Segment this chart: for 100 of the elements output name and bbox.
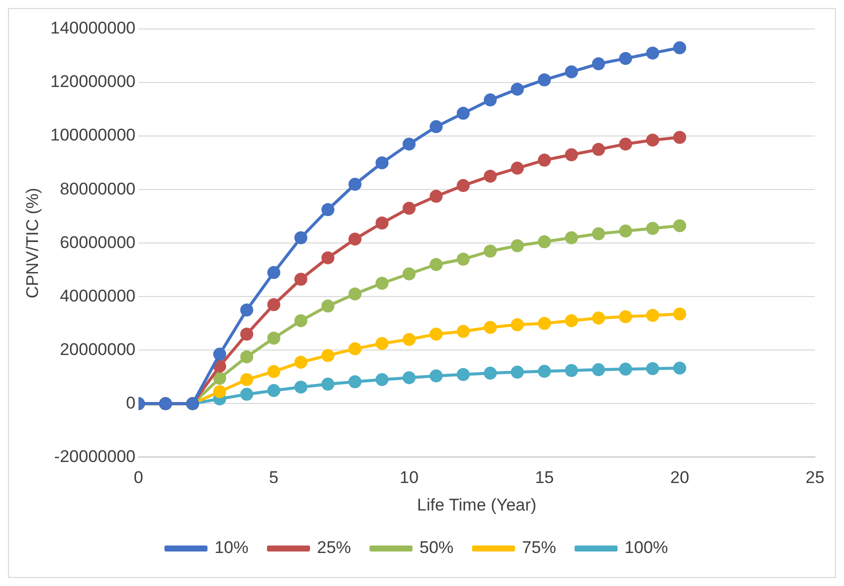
legend-label: 100% xyxy=(624,538,668,558)
point xyxy=(538,154,551,167)
point xyxy=(538,316,551,330)
point xyxy=(564,231,578,244)
point xyxy=(510,366,524,379)
point xyxy=(564,148,578,162)
point xyxy=(321,349,334,362)
point xyxy=(456,368,470,382)
point xyxy=(456,324,470,338)
point xyxy=(213,348,226,361)
point xyxy=(673,41,686,54)
x-tick-label: 10 xyxy=(400,468,419,488)
y-tick-label: 60000000 xyxy=(60,232,136,252)
y-tick-label: 20000000 xyxy=(60,340,136,359)
point xyxy=(484,366,497,380)
y-tick-label: 0 xyxy=(126,393,136,412)
point xyxy=(538,235,551,248)
point xyxy=(456,106,470,120)
point xyxy=(402,332,416,346)
legend-label: 25% xyxy=(316,538,352,558)
point xyxy=(348,342,362,356)
point xyxy=(673,130,686,144)
point xyxy=(592,57,606,70)
legend-label: 10% xyxy=(214,538,248,558)
point xyxy=(538,73,551,86)
point xyxy=(538,364,551,378)
x-tick-label: 5 xyxy=(269,468,279,488)
point xyxy=(321,378,334,391)
y-tick-label: 140000000 xyxy=(50,18,136,38)
point xyxy=(510,82,524,96)
point xyxy=(673,219,686,232)
point xyxy=(484,320,497,334)
point xyxy=(673,308,686,321)
point xyxy=(348,178,362,191)
x-tick-label: 20 xyxy=(670,468,690,488)
y-tick-label: -20000000 xyxy=(54,446,136,466)
point xyxy=(240,304,254,317)
point xyxy=(348,232,362,246)
point xyxy=(484,93,497,106)
point xyxy=(376,216,389,230)
y-tick-label: 40000000 xyxy=(60,286,136,306)
point xyxy=(564,65,578,78)
x-axis-title: Life Time (Year) xyxy=(417,495,536,514)
point xyxy=(430,258,443,272)
point xyxy=(294,314,308,328)
point xyxy=(456,179,470,192)
x-tick-label: 15 xyxy=(534,468,554,488)
point xyxy=(510,239,524,252)
point xyxy=(213,385,226,398)
point xyxy=(376,276,389,290)
point xyxy=(376,336,389,350)
legend-label: 50% xyxy=(420,538,454,558)
point xyxy=(592,363,606,376)
point xyxy=(267,365,280,378)
point xyxy=(592,312,606,325)
point xyxy=(619,138,632,151)
point xyxy=(321,251,334,264)
point xyxy=(592,227,606,240)
point xyxy=(592,142,606,156)
point xyxy=(321,299,334,312)
point xyxy=(294,231,308,244)
point xyxy=(213,372,226,385)
y-tick-label: 100000000 xyxy=(50,126,136,145)
point xyxy=(294,272,308,286)
point xyxy=(240,328,254,341)
point xyxy=(267,298,280,312)
point xyxy=(564,314,578,328)
point xyxy=(348,375,362,388)
point xyxy=(484,170,497,183)
point xyxy=(646,362,660,376)
point xyxy=(402,202,416,215)
point xyxy=(430,190,443,203)
point xyxy=(402,267,416,280)
x-tick-label: 25 xyxy=(806,468,824,488)
point xyxy=(321,203,334,216)
point xyxy=(267,332,280,345)
point xyxy=(510,318,524,332)
point xyxy=(564,364,578,377)
point xyxy=(240,350,254,364)
point xyxy=(456,252,470,266)
point xyxy=(619,362,632,376)
point xyxy=(646,222,660,235)
point xyxy=(510,162,524,175)
point xyxy=(430,328,443,341)
point xyxy=(646,134,660,147)
point xyxy=(267,266,280,280)
point xyxy=(402,371,416,384)
point xyxy=(376,156,389,170)
point xyxy=(430,120,443,134)
legend-label: 75% xyxy=(522,538,556,558)
point xyxy=(294,380,308,394)
point xyxy=(348,287,362,300)
point xyxy=(240,373,254,386)
point xyxy=(646,308,660,322)
point xyxy=(484,244,497,258)
point xyxy=(267,384,280,398)
point xyxy=(619,310,632,324)
y-tick-label: 120000000 xyxy=(50,72,136,92)
point xyxy=(673,362,686,375)
point xyxy=(619,224,632,238)
